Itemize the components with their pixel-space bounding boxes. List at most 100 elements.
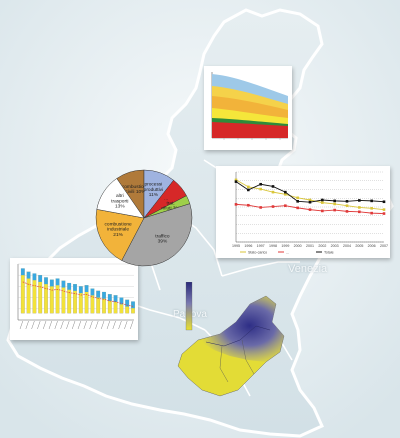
series-point bbox=[333, 199, 336, 203]
bar bbox=[20, 268, 25, 314]
pie-slice-label: combustione industriale 21% bbox=[105, 221, 133, 237]
stacked-area-chart bbox=[211, 72, 288, 140]
x-tick-label bbox=[106, 320, 110, 330]
heatmap-boundary-line bbox=[241, 339, 255, 375]
x-tick-label: 2002 bbox=[318, 244, 326, 248]
bar bbox=[32, 273, 37, 314]
series-line bbox=[235, 179, 385, 211]
bar bbox=[61, 280, 66, 314]
series-point bbox=[234, 180, 238, 183]
emissions-pie-chart: combustione civili 10%processi produttivi 1… bbox=[95, 169, 193, 267]
pie-slice-label: ... bbox=[164, 197, 168, 202]
legend-label: Stato-carico bbox=[248, 251, 267, 255]
bar-top bbox=[90, 288, 95, 296]
x-tick-label bbox=[83, 320, 87, 330]
place-label-venezia: Venezia bbox=[288, 263, 328, 275]
bar-top bbox=[26, 271, 31, 279]
x-tick-label bbox=[118, 320, 122, 330]
heatmap-boundary-line bbox=[205, 325, 271, 347]
bar bbox=[84, 285, 89, 314]
bar-top bbox=[55, 278, 60, 286]
bar bbox=[49, 279, 54, 314]
series-point bbox=[234, 203, 238, 206]
series-point bbox=[247, 203, 250, 207]
bar-top bbox=[79, 286, 83, 294]
bar-top bbox=[61, 280, 66, 288]
pie-slice-label: trat. rifiuti 3% bbox=[161, 200, 180, 211]
heatmap-boundary-line bbox=[219, 345, 229, 383]
x-tick-label bbox=[89, 320, 93, 330]
bar-top bbox=[131, 301, 135, 309]
x-tick-label bbox=[72, 320, 76, 330]
x-tick-label bbox=[60, 320, 64, 330]
series-point bbox=[259, 187, 262, 191]
x-tick-label: 1996 bbox=[244, 244, 252, 248]
x-tick-label bbox=[43, 320, 47, 330]
bar-top bbox=[108, 294, 112, 301]
bar-top bbox=[44, 277, 48, 285]
pie-slice-label: traffico 39% bbox=[155, 234, 170, 245]
x-tick-label bbox=[37, 320, 41, 330]
heatmap-region-high bbox=[198, 296, 284, 362]
series-point bbox=[271, 190, 275, 194]
x-tick-label: 1997 bbox=[257, 244, 265, 248]
x-tick-label bbox=[95, 320, 99, 330]
x-tick-label: 2001 bbox=[306, 244, 314, 248]
series-point bbox=[345, 204, 349, 207]
series-point bbox=[370, 211, 373, 215]
bar-top bbox=[119, 297, 124, 305]
series-point bbox=[308, 198, 312, 202]
legend-label: Totale bbox=[324, 251, 334, 255]
pie-slice bbox=[96, 178, 145, 219]
station-bar-chart bbox=[17, 263, 135, 330]
stacked-area-chart-panel bbox=[204, 66, 292, 150]
x-tick-label: 1998 bbox=[269, 244, 277, 248]
series-point bbox=[234, 178, 238, 182]
bar-top bbox=[73, 284, 77, 291]
series-point bbox=[284, 193, 287, 196]
concentration-map-figure bbox=[176, 281, 300, 402]
bar bbox=[55, 278, 60, 314]
x-tick-label bbox=[124, 320, 128, 330]
bar-top bbox=[21, 268, 25, 276]
series-point bbox=[284, 204, 287, 207]
x-tick-label: 2003 bbox=[331, 244, 339, 248]
trend-line-chart: 1995 1996 1997 1998 1999 2000 2001 2002 2003 2004… bbox=[232, 171, 388, 255]
x-tick-label bbox=[101, 320, 105, 330]
area-band-1 bbox=[212, 122, 288, 138]
pie-slice-label: altri trasporti 13% bbox=[111, 193, 128, 209]
series-point bbox=[358, 199, 361, 202]
series-point bbox=[308, 208, 312, 211]
bar-top bbox=[84, 285, 89, 292]
pie-slice-label: processi produttivi 11% bbox=[144, 182, 163, 198]
series-point bbox=[271, 205, 275, 208]
series-point bbox=[358, 210, 361, 214]
bar bbox=[107, 294, 112, 314]
x-tick-label: 2000 bbox=[294, 244, 302, 248]
series-point bbox=[382, 200, 386, 204]
series-point bbox=[345, 200, 349, 203]
x-tick-label bbox=[66, 320, 70, 330]
concentration-heatmap bbox=[177, 281, 285, 397]
series-point bbox=[382, 208, 386, 211]
series-point bbox=[247, 185, 250, 189]
bar-top bbox=[38, 275, 42, 282]
bar-top bbox=[125, 299, 129, 307]
series-point bbox=[358, 206, 361, 209]
bar-top bbox=[102, 292, 106, 299]
series-point bbox=[333, 202, 336, 206]
x-tick-label bbox=[130, 320, 134, 330]
x-ticks bbox=[223, 138, 281, 140]
x-tick-label bbox=[19, 320, 23, 330]
series-point bbox=[370, 199, 373, 203]
pie-slice-label: combustione civili 10% bbox=[122, 184, 150, 195]
x-tick-label: 1995 bbox=[232, 244, 240, 248]
x-tick-label: 2006 bbox=[368, 244, 376, 248]
series-point bbox=[370, 207, 373, 210]
series-point bbox=[284, 190, 287, 194]
pie-slice bbox=[121, 203, 193, 267]
series-point bbox=[259, 182, 262, 186]
series-point bbox=[247, 188, 250, 192]
legend-label: ... bbox=[286, 251, 289, 255]
